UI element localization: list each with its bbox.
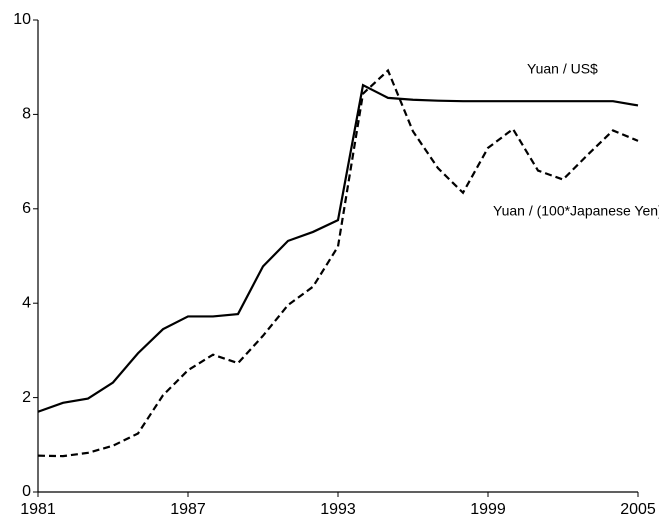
y-tick-label: 0 — [22, 483, 31, 500]
series-label: Yuan / (100*Japanese Yen) — [493, 203, 659, 219]
y-tick-label: 10 — [13, 11, 31, 28]
x-tick-label: 1993 — [320, 501, 356, 518]
x-tick-label: 1999 — [470, 501, 506, 518]
x-tick-label: 2005 — [620, 501, 656, 518]
x-tick-label: 1981 — [20, 501, 56, 518]
y-tick-label: 2 — [22, 389, 31, 406]
series-line — [37, 68, 639, 458]
y-tick-label: 4 — [22, 294, 31, 311]
series-line — [37, 83, 639, 413]
y-tick-label: 6 — [22, 200, 31, 217]
y-tick-label: 8 — [22, 106, 31, 123]
series-label: Yuan / US$ — [527, 61, 598, 77]
x-tick-label: 1987 — [170, 501, 206, 518]
